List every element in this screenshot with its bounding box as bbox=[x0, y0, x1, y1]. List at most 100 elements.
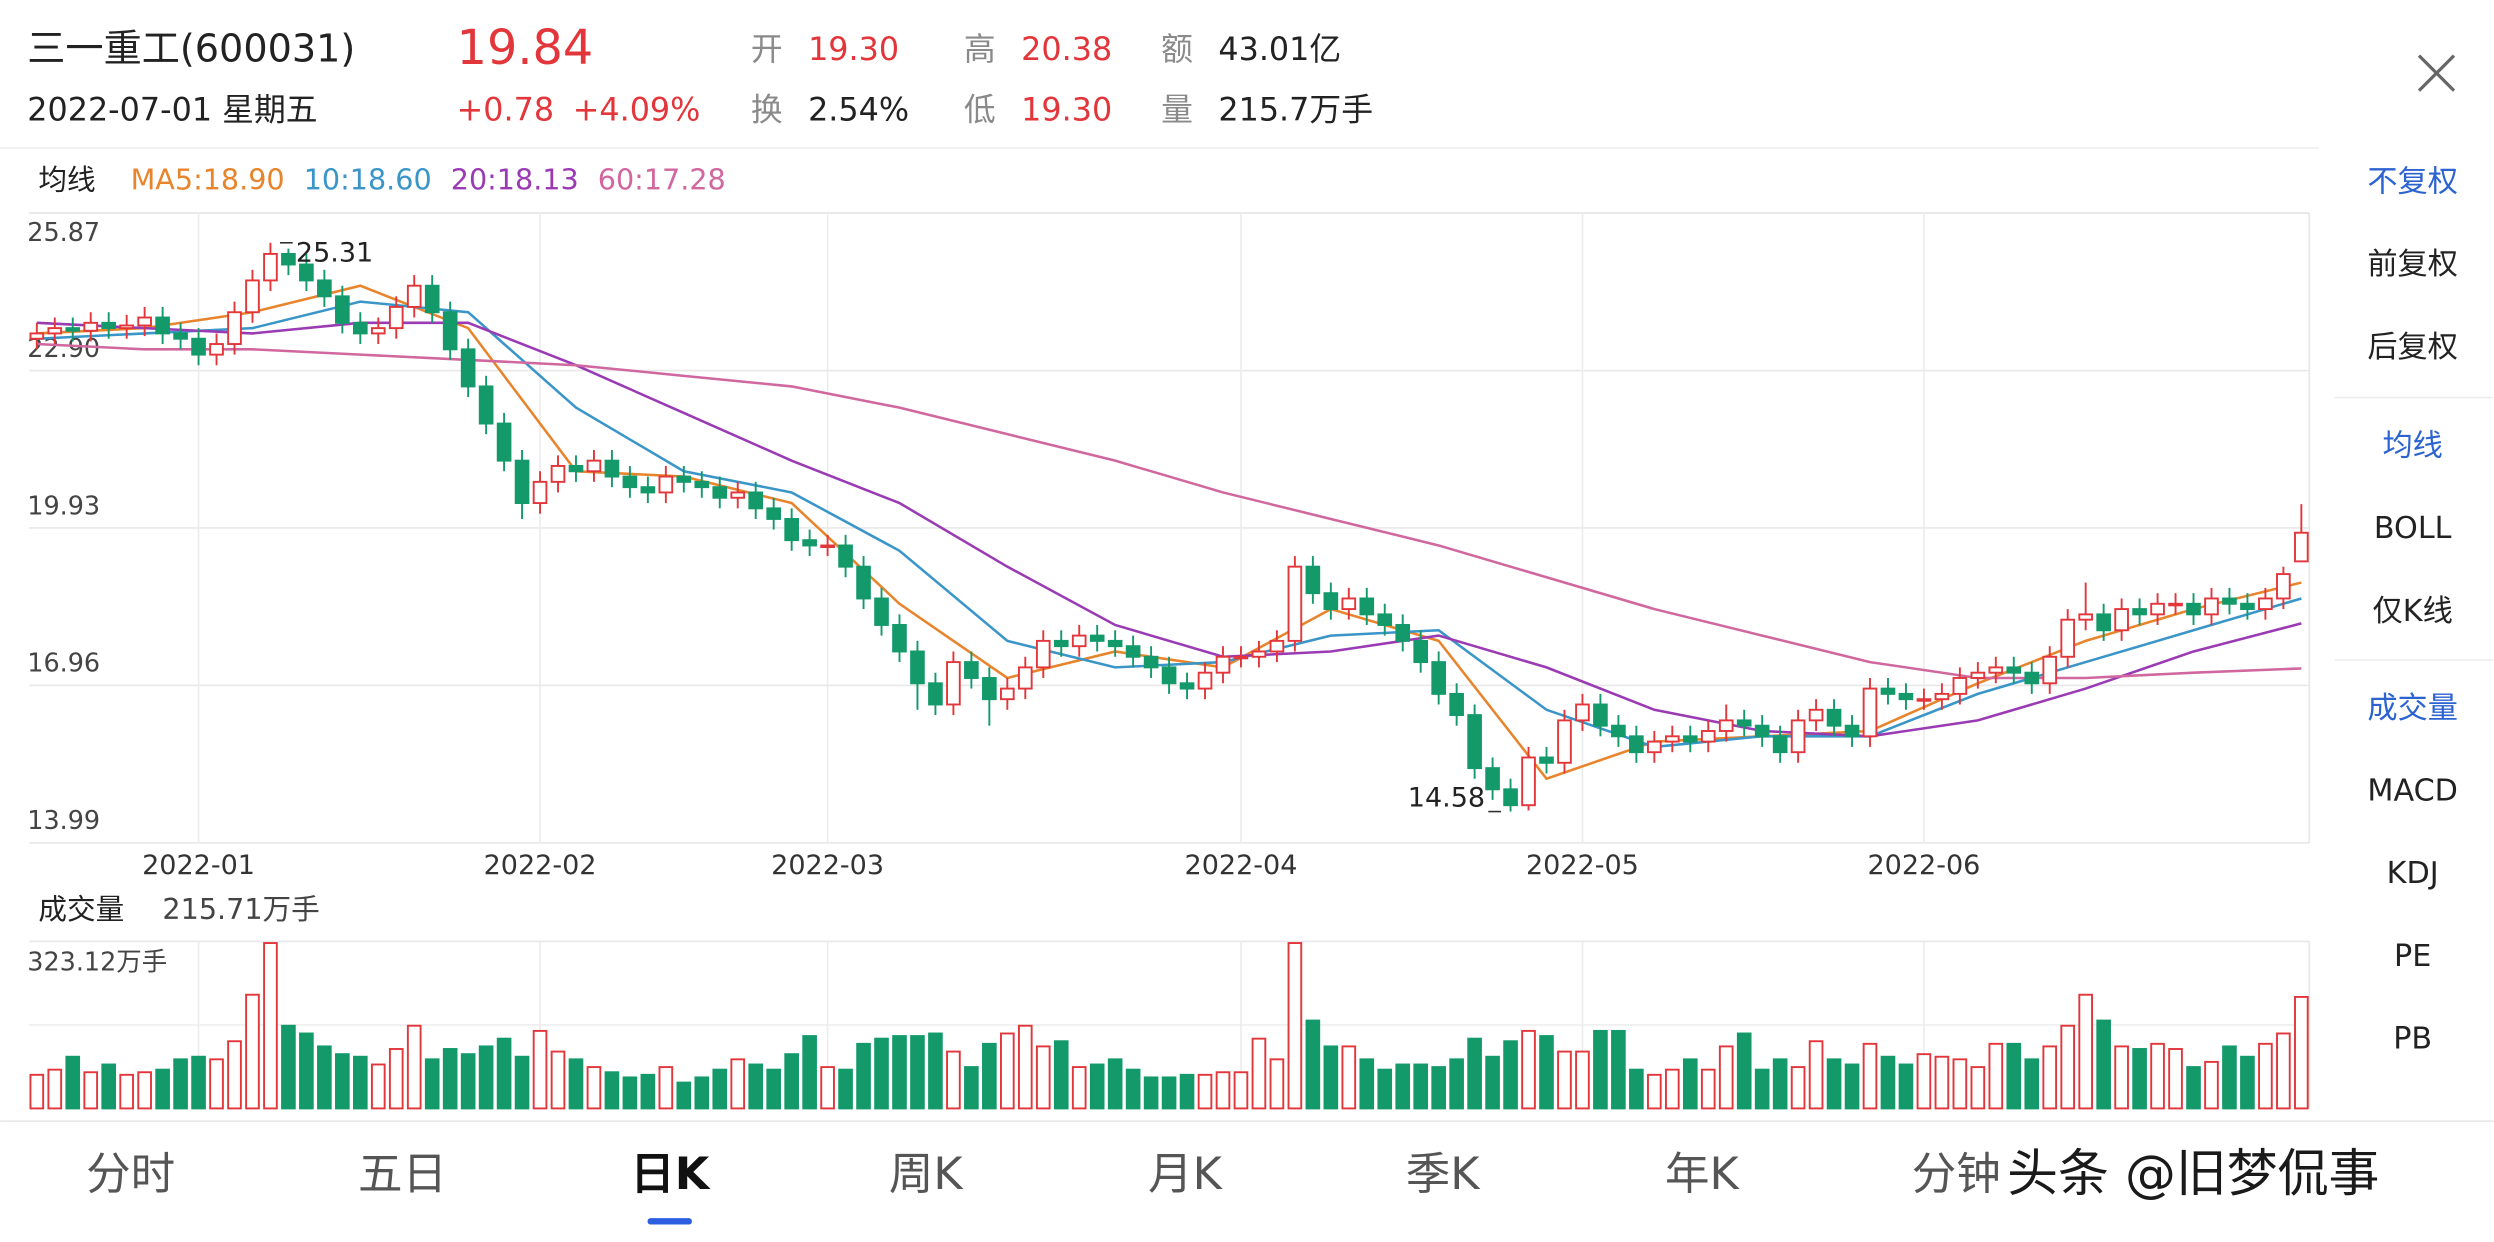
side-menu-item[interactable]: 均线 bbox=[2382, 428, 2442, 463]
candle-body bbox=[478, 385, 494, 425]
side-menu-item[interactable]: PE bbox=[2394, 939, 2431, 974]
volume-bar bbox=[1575, 1050, 1590, 1110]
volume-bar bbox=[1934, 1055, 1950, 1110]
candle-body bbox=[1413, 639, 1429, 664]
volume-bar bbox=[281, 1024, 296, 1110]
candle-body bbox=[1287, 565, 1303, 642]
x-tick-label: 2022-01 bbox=[142, 850, 255, 881]
volume-bar bbox=[263, 942, 278, 1110]
side-menu-item[interactable]: 后复权 bbox=[2367, 330, 2458, 365]
volume-bar bbox=[1593, 1029, 1608, 1110]
candle-body bbox=[1305, 565, 1321, 595]
stock-name: 三一重工(600031) bbox=[27, 26, 355, 70]
candle-body bbox=[1772, 735, 1788, 754]
side-menu-item[interactable]: 成交量 bbox=[2367, 691, 2458, 726]
volume-bar bbox=[1413, 1063, 1429, 1110]
close-button[interactable] bbox=[2417, 54, 2456, 92]
candle-body bbox=[1359, 597, 1375, 616]
side-menu-item[interactable]: KDJ bbox=[2387, 856, 2439, 891]
volume-bar bbox=[1251, 1037, 1267, 1110]
candle-body bbox=[946, 661, 961, 706]
candle-body bbox=[838, 544, 853, 568]
volume-bar bbox=[2024, 1058, 2040, 1110]
candle-body bbox=[1395, 624, 1411, 642]
volume-bar bbox=[1395, 1063, 1411, 1110]
candle-body bbox=[676, 475, 692, 483]
volume-bar bbox=[748, 1063, 764, 1110]
candle-body bbox=[2060, 618, 2076, 658]
volume-bar bbox=[1916, 1053, 1932, 1110]
candle-body bbox=[1107, 639, 1123, 648]
side-menu-item[interactable]: 前复权 bbox=[2367, 247, 2458, 282]
volume-bar bbox=[2114, 1045, 2129, 1110]
volume-bar bbox=[784, 1053, 799, 1110]
field-value: 43.01亿 bbox=[1218, 31, 1341, 68]
volume-bar bbox=[1629, 1068, 1644, 1110]
side-menu-item[interactable]: MACD bbox=[2367, 773, 2458, 808]
candle-body bbox=[1467, 714, 1482, 770]
volume-bar bbox=[317, 1045, 332, 1110]
volume-bar bbox=[496, 1037, 512, 1110]
candle-body bbox=[1035, 639, 1051, 669]
candle-body bbox=[119, 324, 134, 330]
tab[interactable]: 分钟 bbox=[1912, 1149, 2001, 1200]
tab[interactable]: 年K bbox=[1665, 1149, 1741, 1200]
volume-bar bbox=[1970, 1066, 1986, 1110]
volume-title: 成交量 bbox=[38, 892, 124, 926]
y-tick-label: 13.99 bbox=[27, 805, 100, 835]
candle-body bbox=[982, 677, 997, 701]
tab[interactable]: 五日 bbox=[358, 1149, 447, 1200]
tab[interactable]: 日K bbox=[630, 1149, 711, 1200]
candle-body bbox=[1557, 719, 1572, 764]
date: 2022-07-01 星期五 bbox=[27, 91, 317, 128]
side-menu-item[interactable]: 仅K线 bbox=[2373, 594, 2453, 629]
quote-header: 三一重工(600031) 19.84 2022-07-01 星期五 +0.78 … bbox=[27, 21, 700, 128]
candle-body bbox=[2168, 602, 2183, 607]
volume-bar bbox=[568, 1058, 584, 1110]
candle-body bbox=[910, 650, 925, 685]
candle-body bbox=[694, 480, 710, 489]
side-menu-item[interactable]: BOLL bbox=[2374, 511, 2452, 546]
candle-body bbox=[281, 252, 296, 266]
candle-body bbox=[730, 491, 746, 499]
candle-body bbox=[1988, 666, 2004, 674]
candle-body bbox=[604, 459, 620, 478]
candle-body bbox=[2258, 597, 2273, 611]
side-menu-item[interactable]: PB bbox=[2393, 1022, 2432, 1057]
side-menu-item[interactable]: 不复权 bbox=[2367, 164, 2458, 199]
candle-body bbox=[2132, 608, 2147, 616]
volume-bar bbox=[514, 1055, 530, 1110]
candle-body bbox=[191, 337, 206, 356]
volume-bar bbox=[1557, 1050, 1572, 1110]
candle-body bbox=[1431, 661, 1446, 695]
volume-bar bbox=[676, 1081, 692, 1110]
volume-bar bbox=[406, 1024, 422, 1110]
candle-body bbox=[2024, 671, 2040, 685]
candle-body bbox=[370, 327, 386, 335]
candle-body bbox=[802, 539, 817, 547]
x-tick-label: 2022-05 bbox=[1526, 850, 1639, 881]
candle-body bbox=[1251, 650, 1267, 658]
volume-bar bbox=[83, 1071, 99, 1110]
volume-bar bbox=[65, 1055, 81, 1110]
candle-body bbox=[712, 486, 728, 499]
tab[interactable]: 周K bbox=[889, 1149, 965, 1200]
candle-body bbox=[1233, 655, 1249, 660]
candle-body bbox=[2294, 531, 2309, 563]
candle-body bbox=[928, 682, 943, 706]
candle-body bbox=[2240, 602, 2255, 611]
candle-body bbox=[658, 475, 674, 494]
volume-bar bbox=[1179, 1073, 1195, 1110]
candle-body bbox=[1952, 677, 1968, 695]
tab[interactable]: 分时 bbox=[86, 1149, 175, 1200]
volume-bar bbox=[1647, 1073, 1662, 1110]
field-value: 19.30 bbox=[808, 31, 899, 68]
field-value: 2.54% bbox=[808, 91, 909, 128]
tab[interactable]: 月K bbox=[1148, 1149, 1224, 1200]
tab[interactable]: 季K bbox=[1406, 1149, 1482, 1200]
volume-bar bbox=[1485, 1055, 1500, 1110]
volume-bar bbox=[1862, 1042, 1878, 1110]
volume-bar bbox=[335, 1053, 350, 1110]
volume-bar bbox=[982, 1042, 997, 1110]
volume-bar bbox=[1880, 1055, 1896, 1110]
